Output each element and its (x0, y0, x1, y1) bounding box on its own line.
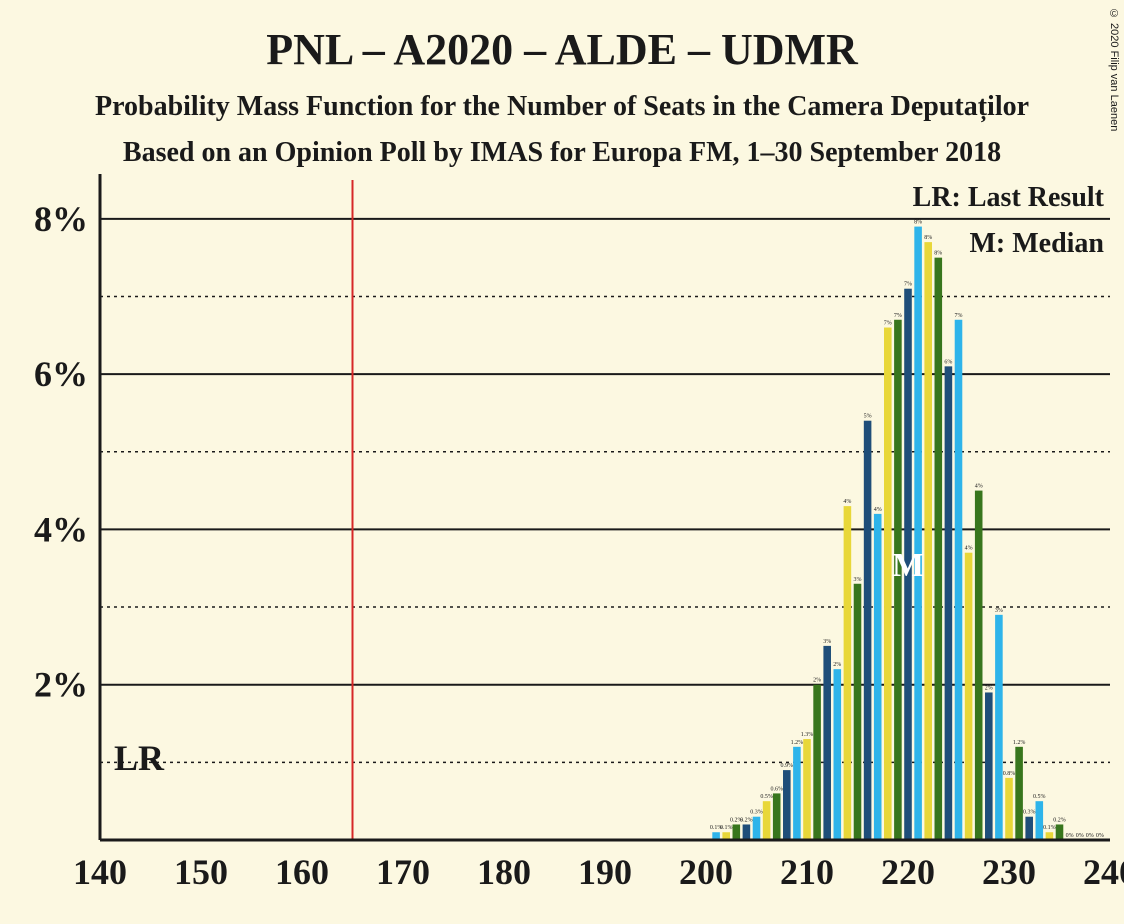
bar-value-label: 3% (854, 577, 862, 583)
x-tick-label: 220 (881, 852, 935, 892)
x-tick-label: 180 (477, 852, 531, 892)
bar (995, 615, 1003, 840)
bar-value-label: 8% (934, 251, 942, 257)
bar (924, 242, 932, 840)
bar (753, 817, 761, 840)
bar-value-label: 0% (1076, 833, 1084, 839)
bar (823, 646, 831, 840)
pmf-chart: 2%4%6%8%0.1%0.1%0.2%0.2%0.3%0.5%0.6%0.9%… (0, 0, 1124, 924)
bar (763, 801, 771, 840)
bar-value-label: 0% (1066, 833, 1074, 839)
bar (813, 685, 821, 840)
y-tick-label: 8% (34, 199, 88, 239)
bar (864, 421, 872, 840)
bar-value-label: 0% (1096, 833, 1104, 839)
bar-value-label: 0.2% (1053, 817, 1066, 823)
x-tick-label: 200 (679, 852, 733, 892)
bar (1015, 747, 1023, 840)
bar-value-label: 4% (843, 499, 851, 505)
bar-value-label: 2% (813, 678, 821, 684)
x-tick-label: 150 (174, 852, 228, 892)
bar-value-label: 4% (965, 546, 973, 552)
bar-value-label: 1.2% (791, 740, 804, 746)
y-tick-label: 6% (34, 354, 88, 394)
bar-value-label: 8% (924, 235, 932, 241)
bar (834, 669, 842, 840)
bar (854, 584, 862, 840)
x-tick-label: 160 (275, 852, 329, 892)
y-tick-label: 4% (34, 509, 88, 549)
bar (985, 692, 993, 840)
bar (965, 553, 973, 840)
bar-value-label: 0.3% (1023, 810, 1036, 816)
bar (884, 328, 892, 840)
bar-value-label: 3% (995, 608, 1003, 614)
x-tick-label: 140 (73, 852, 127, 892)
bar-value-label: 6% (944, 359, 952, 365)
bar-value-label: 5% (864, 414, 872, 420)
bar (743, 824, 751, 840)
bar-value-label: 0% (1086, 833, 1094, 839)
legend-last-result: LR: Last Result (913, 182, 1105, 213)
bar (874, 514, 882, 840)
bar-value-label: 1.3% (801, 732, 814, 738)
bar-value-label: 0.5% (760, 794, 773, 800)
lr-annotation: LR (114, 738, 165, 778)
bar-value-label: 0.3% (750, 810, 763, 816)
bar-value-label: 7% (904, 282, 912, 288)
bar-value-label: 0.9% (781, 763, 794, 769)
x-tick-label: 240 (1083, 852, 1124, 892)
bar-value-label: 0.5% (1033, 794, 1046, 800)
bar (1036, 801, 1044, 840)
bar-value-label: 0.2% (740, 817, 753, 823)
bar (914, 227, 922, 840)
x-tick-label: 210 (780, 852, 834, 892)
y-tick-label: 2% (34, 665, 88, 705)
x-tick-label: 170 (376, 852, 430, 892)
bar-value-label: 0.6% (770, 786, 783, 792)
bar (773, 793, 781, 840)
bar (733, 824, 741, 840)
bar (975, 491, 983, 840)
bar-value-label: 2% (833, 662, 841, 668)
bar-value-label: 7% (894, 313, 902, 319)
bar-value-label: 0.1% (720, 825, 733, 831)
bar (945, 366, 953, 840)
bar-value-label: 3% (823, 639, 831, 645)
bar-value-label: 4% (874, 507, 882, 513)
x-tick-label: 230 (982, 852, 1036, 892)
bar-value-label: 7% (884, 321, 892, 327)
legend-median: M: Median (969, 228, 1104, 259)
bar (935, 258, 943, 840)
x-tick-label: 190 (578, 852, 632, 892)
bar-value-label: 1.2% (1013, 740, 1026, 746)
bar (793, 747, 801, 840)
bar-value-label: 4% (975, 484, 983, 490)
bar (1056, 824, 1064, 840)
bar-value-label: 2% (985, 685, 993, 691)
bar-value-label: 7% (955, 313, 963, 319)
bar (955, 320, 963, 840)
bar-value-label: 8% (914, 220, 922, 226)
median-annotation: M (892, 547, 924, 584)
bar (803, 739, 811, 840)
bar (844, 506, 852, 840)
bar (783, 770, 791, 840)
bar (1005, 778, 1013, 840)
bar-value-label: 0.1% (1043, 825, 1056, 831)
bar (1025, 817, 1033, 840)
bar-value-label: 0.8% (1003, 771, 1016, 777)
